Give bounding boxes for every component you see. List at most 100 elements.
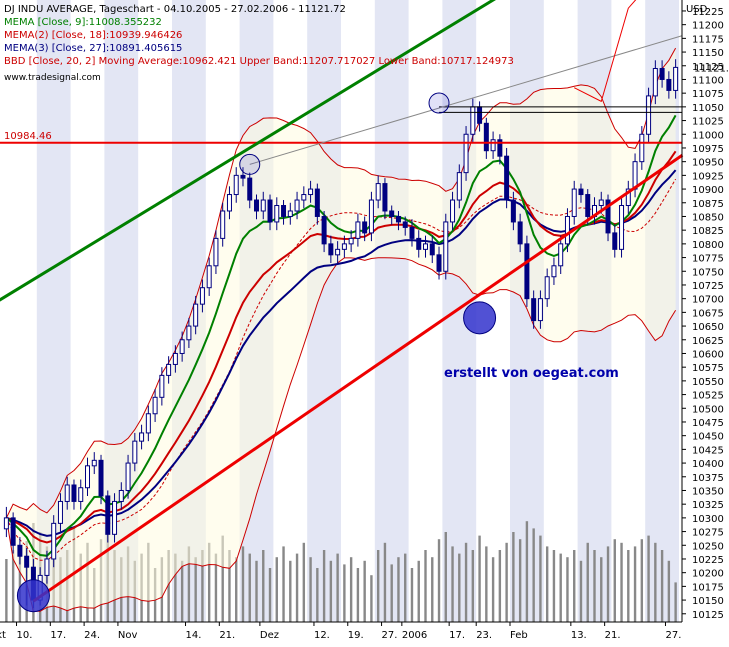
x-tick-label: 14. xyxy=(186,630,202,641)
volume-bar xyxy=(302,542,306,622)
volume-bar xyxy=(660,550,664,622)
candle-body xyxy=(260,199,266,212)
week-stripe xyxy=(374,0,409,622)
volume-bar xyxy=(316,568,319,622)
volume-bar xyxy=(262,550,265,622)
candle-body xyxy=(64,484,70,502)
volume-bar xyxy=(579,560,583,622)
candle-body xyxy=(612,232,618,250)
candle-body xyxy=(308,188,314,196)
watermark: erstellt von oegeat.com xyxy=(444,366,619,381)
projection-line xyxy=(573,0,637,103)
candle-body xyxy=(578,188,584,196)
candle-body xyxy=(199,287,205,305)
y-tick-label: 11175 xyxy=(692,34,724,45)
volume-bar xyxy=(187,546,191,622)
volume-bar xyxy=(485,546,488,622)
y-tick-label: 10125 xyxy=(692,610,724,621)
candle-body xyxy=(564,215,570,245)
chart-title: DJ INDU AVERAGE, Tageschart - 04.10.2005… xyxy=(4,4,346,15)
volume-bar xyxy=(5,559,8,622)
y-tick-label: 10225 xyxy=(692,555,724,566)
candle-body xyxy=(179,339,185,354)
candle-body xyxy=(267,199,273,223)
volume-bar xyxy=(640,539,644,622)
candle-body xyxy=(497,139,503,157)
volume-bar xyxy=(458,553,461,622)
volume-bar xyxy=(180,560,184,622)
volume-bar xyxy=(512,532,515,622)
candle-body xyxy=(598,199,604,207)
y-tick-label: 10450 xyxy=(692,432,724,443)
candle-body xyxy=(504,155,510,201)
candle-body xyxy=(3,517,9,530)
volume-bar xyxy=(282,546,285,622)
bollinger-lower-band xyxy=(5,257,677,612)
y-tick-label: 10175 xyxy=(692,582,724,593)
volume-bar xyxy=(674,582,677,622)
candle-body xyxy=(551,265,557,278)
level-tag: 10984.46 xyxy=(4,131,52,142)
candle-body xyxy=(24,555,30,568)
candle-body xyxy=(17,544,23,557)
pivot-marker xyxy=(239,153,261,175)
y-tick-label: 10375 xyxy=(692,473,724,484)
x-tick-label: 17. xyxy=(50,630,66,641)
x-tick-label: 17. xyxy=(449,630,465,641)
volume-bar xyxy=(525,521,529,622)
volume-bar xyxy=(431,557,434,622)
candle-body xyxy=(44,558,50,576)
candle-body xyxy=(517,221,523,245)
volume-bar xyxy=(390,564,393,622)
candle-body xyxy=(625,188,631,207)
volume-bar xyxy=(633,546,637,622)
volume-bar xyxy=(627,550,630,622)
candle-body xyxy=(71,484,77,502)
y-tick-label: 11150 xyxy=(692,48,724,59)
candle-body xyxy=(159,374,165,398)
candle-body xyxy=(382,183,388,212)
candle-body xyxy=(281,205,287,217)
pivot-marker xyxy=(16,579,50,613)
y-tick-label: 10725 xyxy=(692,281,724,292)
x-tick-label: 27. xyxy=(665,630,681,641)
y-tick-label: 10600 xyxy=(692,349,724,360)
volume-bar xyxy=(451,546,454,622)
candle-body xyxy=(531,298,537,322)
volume-bar xyxy=(356,568,360,622)
x-tick-label: 13. xyxy=(571,630,587,641)
candle-body xyxy=(287,210,293,217)
volume-bar xyxy=(410,568,414,622)
x-tick-label: 24. xyxy=(84,630,100,641)
volume-bar xyxy=(559,553,562,622)
volume-bar xyxy=(228,550,231,622)
candle-body xyxy=(328,243,334,256)
y-tick-label: 11225 xyxy=(692,7,724,18)
volume-bar xyxy=(363,560,366,622)
volume-bar xyxy=(532,528,535,622)
candle-body xyxy=(314,188,320,217)
candle-body xyxy=(193,303,199,327)
candle-body xyxy=(416,237,422,250)
volume-bar xyxy=(613,539,616,622)
candle-body xyxy=(145,413,151,434)
volume-bar xyxy=(275,557,278,622)
candle-body xyxy=(483,122,489,152)
source-label: www.tradesignal.com xyxy=(4,73,101,83)
y-tick-label: 11025 xyxy=(692,117,724,128)
volume-bar xyxy=(295,553,299,622)
volume-bar xyxy=(464,542,468,622)
y-tick-label: 10325 xyxy=(692,500,724,511)
candle-body xyxy=(673,66,679,91)
legend-bollinger: BBD [Close, 20, 2] Moving Average:10962.… xyxy=(4,56,514,67)
volume-bar xyxy=(174,553,177,622)
candle-body xyxy=(10,517,16,546)
volume-bar xyxy=(221,535,224,622)
candle-body xyxy=(51,522,57,560)
volume-bar xyxy=(552,550,556,622)
x-tick-label: Nov xyxy=(118,630,138,641)
y-tick-label: 10750 xyxy=(692,267,724,278)
candle-body xyxy=(619,205,625,250)
